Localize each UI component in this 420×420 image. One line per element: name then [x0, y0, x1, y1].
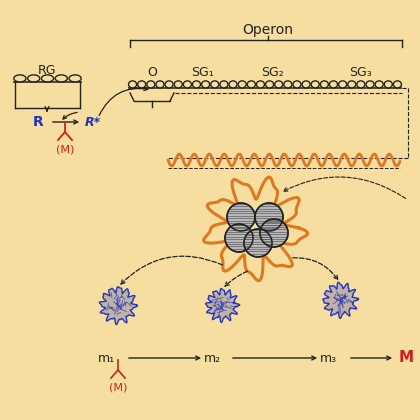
Ellipse shape — [265, 81, 273, 88]
Ellipse shape — [348, 81, 356, 88]
Ellipse shape — [329, 81, 338, 88]
Polygon shape — [205, 289, 239, 323]
Ellipse shape — [320, 81, 328, 88]
Ellipse shape — [384, 81, 392, 88]
Polygon shape — [323, 282, 359, 318]
Circle shape — [225, 224, 253, 252]
Ellipse shape — [156, 81, 164, 88]
Text: O: O — [147, 66, 157, 79]
Ellipse shape — [357, 81, 365, 88]
Ellipse shape — [14, 75, 26, 82]
Ellipse shape — [202, 81, 210, 88]
Ellipse shape — [42, 75, 54, 82]
Ellipse shape — [366, 81, 374, 88]
Ellipse shape — [275, 81, 283, 88]
Ellipse shape — [375, 81, 383, 88]
Ellipse shape — [174, 81, 182, 88]
Text: (M): (M) — [56, 144, 74, 154]
Ellipse shape — [192, 81, 200, 88]
Ellipse shape — [55, 75, 67, 82]
Polygon shape — [100, 287, 137, 325]
Ellipse shape — [284, 81, 292, 88]
Text: SG₂: SG₂ — [261, 66, 284, 79]
Text: m₂: m₂ — [203, 352, 221, 365]
Ellipse shape — [293, 81, 301, 88]
Ellipse shape — [147, 81, 155, 88]
Text: RG: RG — [38, 63, 56, 76]
Circle shape — [227, 203, 255, 231]
Ellipse shape — [394, 81, 402, 88]
Circle shape — [255, 203, 283, 231]
Ellipse shape — [311, 81, 319, 88]
Text: Operon: Operon — [242, 23, 294, 37]
Ellipse shape — [69, 75, 81, 82]
Ellipse shape — [184, 81, 192, 88]
Circle shape — [260, 219, 288, 247]
Text: R: R — [33, 115, 43, 129]
Ellipse shape — [211, 81, 219, 88]
Text: SG₁: SG₁ — [191, 66, 213, 79]
Text: R*: R* — [85, 116, 101, 129]
Text: m₁: m₁ — [97, 352, 115, 365]
Ellipse shape — [302, 81, 310, 88]
Ellipse shape — [229, 81, 237, 88]
Text: (M): (M) — [109, 383, 127, 393]
Ellipse shape — [238, 81, 246, 88]
Ellipse shape — [138, 81, 146, 88]
Ellipse shape — [220, 81, 228, 88]
Text: M: M — [399, 351, 414, 365]
Ellipse shape — [165, 81, 173, 88]
Ellipse shape — [257, 81, 265, 88]
Text: m₃: m₃ — [320, 352, 336, 365]
Polygon shape — [204, 177, 307, 281]
Ellipse shape — [28, 75, 40, 82]
Ellipse shape — [339, 81, 346, 88]
Circle shape — [244, 229, 272, 257]
Ellipse shape — [129, 81, 137, 88]
Ellipse shape — [247, 81, 255, 88]
Text: SG₃: SG₃ — [349, 66, 371, 79]
